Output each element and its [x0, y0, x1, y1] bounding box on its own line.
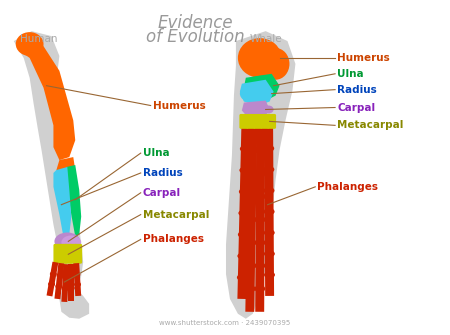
FancyBboxPatch shape — [239, 114, 248, 129]
Ellipse shape — [48, 281, 55, 287]
Polygon shape — [61, 264, 69, 302]
Text: Radius: Radius — [337, 85, 377, 95]
FancyBboxPatch shape — [74, 244, 82, 264]
Ellipse shape — [264, 208, 274, 215]
Polygon shape — [54, 263, 64, 299]
Text: of Evolution: of Evolution — [146, 28, 244, 46]
Ellipse shape — [254, 285, 266, 292]
FancyBboxPatch shape — [253, 114, 262, 129]
Ellipse shape — [264, 106, 274, 114]
Polygon shape — [73, 263, 81, 296]
Ellipse shape — [238, 210, 249, 217]
Ellipse shape — [264, 187, 274, 194]
Ellipse shape — [55, 284, 62, 289]
Polygon shape — [255, 127, 265, 312]
Ellipse shape — [73, 272, 81, 277]
Ellipse shape — [255, 147, 266, 154]
FancyBboxPatch shape — [267, 114, 276, 129]
Ellipse shape — [62, 286, 68, 291]
Polygon shape — [54, 167, 71, 237]
Ellipse shape — [237, 274, 248, 281]
Text: Humerus: Humerus — [337, 53, 390, 63]
Text: Human: Human — [20, 34, 57, 44]
Polygon shape — [226, 31, 295, 319]
Ellipse shape — [247, 170, 257, 177]
FancyBboxPatch shape — [54, 244, 61, 264]
Ellipse shape — [246, 76, 278, 95]
Text: Ulna: Ulna — [143, 148, 169, 158]
Ellipse shape — [239, 188, 250, 195]
Text: Carpal: Carpal — [143, 188, 181, 198]
Ellipse shape — [238, 231, 249, 238]
Ellipse shape — [255, 193, 266, 200]
FancyBboxPatch shape — [246, 114, 255, 129]
Ellipse shape — [243, 106, 253, 114]
Ellipse shape — [257, 106, 267, 114]
Polygon shape — [245, 127, 257, 312]
Ellipse shape — [54, 232, 80, 250]
Text: Metacarpal: Metacarpal — [143, 210, 209, 220]
Polygon shape — [240, 80, 274, 106]
Ellipse shape — [238, 38, 282, 78]
Ellipse shape — [263, 166, 274, 173]
Ellipse shape — [62, 275, 69, 280]
Ellipse shape — [68, 285, 75, 291]
Ellipse shape — [246, 216, 257, 223]
Ellipse shape — [255, 216, 266, 223]
Text: Phalanges: Phalanges — [143, 234, 204, 245]
Ellipse shape — [255, 170, 266, 177]
Ellipse shape — [239, 167, 250, 174]
Ellipse shape — [240, 84, 272, 104]
Ellipse shape — [262, 48, 289, 80]
Polygon shape — [56, 157, 75, 177]
Ellipse shape — [238, 253, 248, 260]
Polygon shape — [46, 262, 58, 296]
Ellipse shape — [240, 145, 251, 152]
Text: Ulna: Ulna — [337, 69, 364, 79]
Text: Radius: Radius — [143, 168, 182, 178]
Text: Phalanges: Phalanges — [317, 182, 378, 192]
Text: Evidence: Evidence — [158, 14, 233, 32]
Polygon shape — [14, 31, 89, 319]
Ellipse shape — [246, 193, 257, 200]
Ellipse shape — [61, 236, 81, 249]
Ellipse shape — [245, 285, 256, 292]
Polygon shape — [68, 264, 74, 301]
Ellipse shape — [57, 273, 63, 278]
Text: Carpal: Carpal — [337, 103, 375, 113]
Ellipse shape — [245, 262, 256, 269]
Polygon shape — [238, 127, 250, 299]
Ellipse shape — [264, 229, 274, 236]
Ellipse shape — [250, 106, 260, 114]
Text: Metacarpal: Metacarpal — [337, 120, 404, 130]
Ellipse shape — [16, 32, 44, 56]
Ellipse shape — [68, 274, 75, 280]
Ellipse shape — [255, 239, 266, 246]
Ellipse shape — [255, 262, 266, 269]
Ellipse shape — [245, 239, 256, 246]
Polygon shape — [66, 165, 81, 237]
Ellipse shape — [264, 271, 275, 278]
FancyBboxPatch shape — [260, 114, 269, 129]
Ellipse shape — [263, 145, 274, 152]
Polygon shape — [242, 100, 270, 118]
Polygon shape — [20, 40, 75, 160]
Polygon shape — [264, 127, 274, 296]
Text: www.shutterstock.com · 2439070395: www.shutterstock.com · 2439070395 — [159, 320, 291, 326]
Text: Whale: Whale — [250, 34, 283, 44]
Ellipse shape — [74, 282, 81, 287]
Text: Humerus: Humerus — [153, 100, 205, 111]
Ellipse shape — [264, 250, 275, 257]
Polygon shape — [244, 74, 279, 99]
FancyBboxPatch shape — [59, 244, 68, 264]
Ellipse shape — [50, 271, 57, 277]
FancyBboxPatch shape — [69, 244, 77, 264]
FancyBboxPatch shape — [64, 244, 72, 264]
Ellipse shape — [247, 147, 258, 154]
